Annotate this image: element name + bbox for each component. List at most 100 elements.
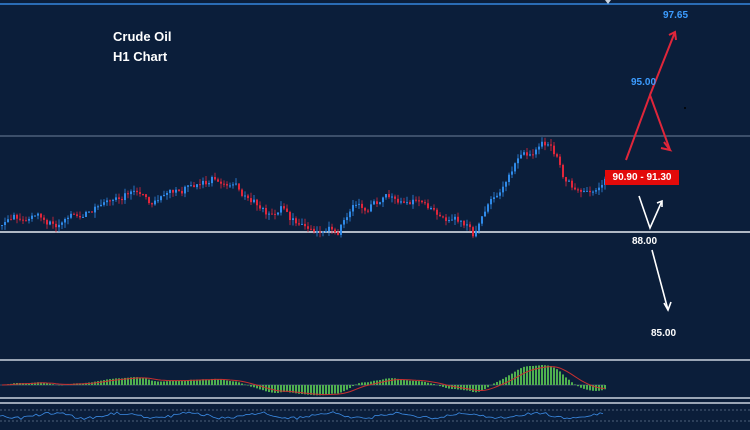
forecast-arrow-up-icon xyxy=(668,30,677,41)
candle-body xyxy=(4,222,6,226)
scroll-marker-icon[interactable] xyxy=(605,0,611,4)
candle-body xyxy=(115,197,117,200)
candle-body xyxy=(193,185,195,188)
candle-body xyxy=(181,190,183,194)
candle-body xyxy=(376,201,378,204)
macd-signal-line xyxy=(1,366,606,396)
candle-body xyxy=(76,214,78,216)
candle-body xyxy=(139,192,141,194)
candle-body xyxy=(454,216,456,220)
candle-body xyxy=(208,183,210,185)
candle-body xyxy=(352,205,354,212)
candle-body xyxy=(202,180,204,185)
chart-dot xyxy=(684,107,686,109)
candle-body xyxy=(112,199,114,201)
candle-body xyxy=(565,177,567,182)
candle-body xyxy=(394,196,396,199)
candle-body xyxy=(58,224,60,228)
candle-body xyxy=(94,206,96,213)
candle-body xyxy=(163,194,165,197)
candle-body xyxy=(424,202,426,204)
forecast-up-path xyxy=(625,92,671,161)
candle-body xyxy=(118,197,120,199)
candle-body xyxy=(598,187,600,191)
candle-body xyxy=(25,220,27,222)
candle-body xyxy=(247,195,249,199)
candle-body xyxy=(490,199,492,205)
candle-body xyxy=(61,222,63,225)
candle-body xyxy=(175,189,177,193)
candle-body xyxy=(268,213,270,215)
candle-body xyxy=(556,154,558,157)
candle-body xyxy=(196,184,198,188)
candle-body xyxy=(37,213,39,216)
candle-body xyxy=(397,198,399,203)
candle-body xyxy=(190,185,192,187)
candle-body xyxy=(166,192,168,195)
candle-body xyxy=(319,231,321,233)
candle-body xyxy=(349,211,351,218)
candle-body xyxy=(475,230,477,237)
candle-body xyxy=(43,217,45,220)
candle-body xyxy=(145,194,147,198)
candle-body xyxy=(154,200,156,205)
candle-body xyxy=(502,186,504,193)
candle-body xyxy=(124,193,126,201)
candle-body xyxy=(292,218,294,221)
candle-body xyxy=(106,200,108,203)
candle-body xyxy=(379,202,381,204)
candle-body xyxy=(334,229,336,233)
candle-body xyxy=(169,189,171,193)
candlestick-series xyxy=(1,137,606,239)
candle-body xyxy=(526,152,528,156)
candle-body xyxy=(274,213,276,215)
candle-body xyxy=(22,219,24,221)
candle-body xyxy=(100,204,102,207)
candle-body xyxy=(103,202,105,205)
forecast-arrow-down-icon xyxy=(660,141,673,152)
forecast-arrow-down-white-icon xyxy=(663,301,672,312)
candle-body xyxy=(49,221,51,225)
candle-body xyxy=(511,171,513,175)
candle-body xyxy=(364,207,366,211)
candle-body xyxy=(508,174,510,183)
candle-body xyxy=(532,154,534,156)
candle-body xyxy=(10,219,12,221)
candle-body xyxy=(88,211,90,213)
candle-body xyxy=(430,208,432,210)
candle-body xyxy=(265,208,267,215)
candle-body xyxy=(496,195,498,198)
candle-body xyxy=(211,176,213,184)
candle-body xyxy=(160,196,162,201)
forecast-breakdown-path xyxy=(651,249,669,311)
candle-body xyxy=(316,231,318,233)
candle-body xyxy=(184,186,186,194)
candle-body xyxy=(442,216,444,218)
candle-body xyxy=(505,182,507,187)
level-resistance: 95.00 xyxy=(631,77,657,88)
candle-body xyxy=(562,164,564,178)
candle-body xyxy=(406,202,408,204)
candle-body xyxy=(46,219,48,225)
candle-body xyxy=(448,220,450,222)
candle-body xyxy=(400,201,402,203)
candle-body xyxy=(85,211,87,217)
candle-body xyxy=(388,194,390,198)
candle-body xyxy=(343,220,345,225)
candle-body xyxy=(13,214,15,220)
candle-body xyxy=(277,212,279,215)
candle-body xyxy=(310,228,312,230)
candle-body xyxy=(91,211,93,213)
candle-body xyxy=(514,163,516,172)
candle-body xyxy=(157,200,159,202)
candle-body xyxy=(67,217,69,219)
candle-body xyxy=(499,192,501,196)
candle-body xyxy=(529,154,531,156)
candle-body xyxy=(433,208,435,210)
candle-body xyxy=(520,154,522,159)
candle-body xyxy=(418,200,420,202)
candle-body xyxy=(586,190,588,192)
candle-body xyxy=(109,200,111,202)
candle-body xyxy=(130,191,132,195)
candle-body xyxy=(574,187,576,190)
